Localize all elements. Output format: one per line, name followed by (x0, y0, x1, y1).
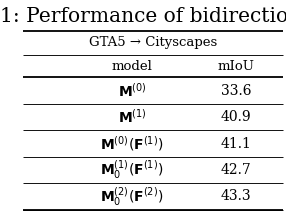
Text: 43.3: 43.3 (221, 189, 252, 204)
Text: $\mathbf{M}^{(1)}$: $\mathbf{M}^{(1)}$ (118, 108, 147, 126)
Text: 41.1: 41.1 (221, 137, 252, 150)
Text: 40.9: 40.9 (221, 110, 252, 124)
Text: 33.6: 33.6 (221, 84, 252, 98)
Text: $\mathbf{M}_0^{(1)}(\mathbf{F}^{(1)})$: $\mathbf{M}_0^{(1)}(\mathbf{F}^{(1)})$ (100, 159, 164, 181)
Text: model: model (112, 60, 153, 73)
Text: $\mathbf{M}^{(0)}$: $\mathbf{M}^{(0)}$ (118, 82, 147, 100)
Text: 42.7: 42.7 (221, 163, 252, 177)
Text: $\mathbf{M}_0^{(2)}(\mathbf{F}^{(2)})$: $\mathbf{M}_0^{(2)}(\mathbf{F}^{(2)})$ (100, 185, 164, 208)
Text: GTA5 → Cityscapes: GTA5 → Cityscapes (89, 36, 217, 49)
Text: mIoU: mIoU (218, 60, 255, 73)
Text: $\mathbf{M}^{(0)}(\mathbf{F}^{(1)})$: $\mathbf{M}^{(0)}(\mathbf{F}^{(1)})$ (100, 134, 164, 153)
Text: 1: Performance of bidirectional le: 1: Performance of bidirectional le (0, 7, 286, 27)
